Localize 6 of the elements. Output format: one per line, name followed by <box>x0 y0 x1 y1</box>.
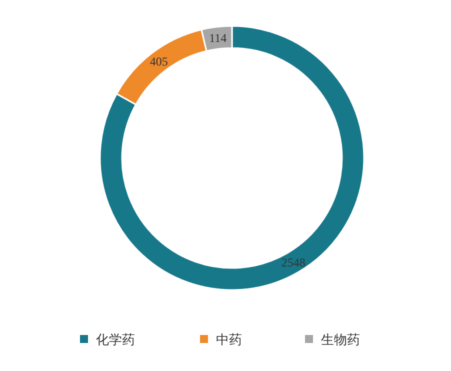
legend-label: 化学药 <box>96 333 135 348</box>
legend-label: 中药 <box>216 333 242 348</box>
legend-label: 生物药 <box>321 333 360 348</box>
data-label: 114 <box>209 30 227 45</box>
data-label: 2548 <box>281 255 306 270</box>
data-label: 405 <box>150 54 168 69</box>
